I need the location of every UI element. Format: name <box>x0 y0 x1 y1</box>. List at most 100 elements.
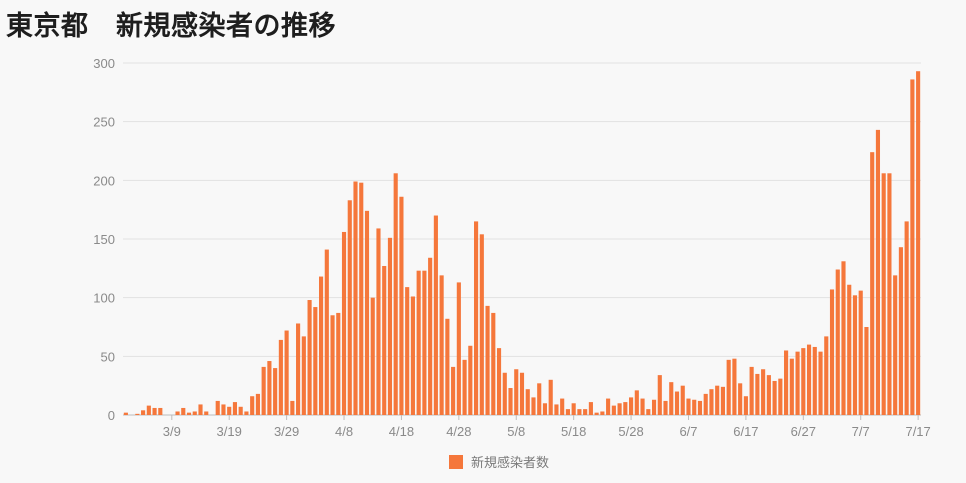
bar <box>629 397 634 415</box>
bar <box>841 261 846 415</box>
bar <box>617 403 622 415</box>
bar <box>387 237 393 415</box>
page-title: 東京都 新規感染者の推移 <box>6 11 336 42</box>
x-tick-label: 4/8 <box>335 424 353 439</box>
bar <box>720 386 725 415</box>
bar <box>743 396 748 415</box>
bar <box>818 351 823 415</box>
x-tick-label: 4/28 <box>446 424 471 439</box>
bar <box>227 406 232 415</box>
bar <box>640 398 645 415</box>
bar <box>525 389 530 415</box>
bar <box>893 275 898 415</box>
bar <box>468 345 473 415</box>
bar <box>789 358 794 415</box>
bar <box>301 336 306 415</box>
bar <box>232 402 238 415</box>
bar <box>324 249 329 415</box>
bar <box>267 361 272 415</box>
bar <box>152 407 157 415</box>
bar <box>806 344 812 415</box>
bar <box>146 405 151 415</box>
bar <box>382 265 387 415</box>
bar <box>364 210 370 415</box>
bar <box>192 411 197 415</box>
bar <box>307 300 312 415</box>
bar <box>250 396 255 415</box>
bar <box>726 359 731 415</box>
legend-swatch <box>449 455 463 469</box>
bar <box>175 411 180 415</box>
bar <box>651 399 657 415</box>
bar <box>123 412 128 415</box>
bar <box>715 385 720 415</box>
bar <box>738 383 743 415</box>
bar <box>887 173 892 415</box>
bar <box>709 389 714 415</box>
x-tick-label: 6/27 <box>791 424 816 439</box>
bar <box>766 375 771 415</box>
bar <box>812 346 817 415</box>
bar <box>462 359 467 415</box>
bar <box>186 412 192 415</box>
bar <box>296 323 301 415</box>
bar <box>611 405 616 415</box>
bar <box>255 393 260 415</box>
bar <box>514 369 519 415</box>
bar <box>801 348 806 415</box>
y-tick-label: 200 <box>93 173 115 188</box>
bar <box>537 383 542 415</box>
bar <box>554 404 559 415</box>
bar <box>772 380 777 415</box>
bar <box>847 284 852 415</box>
bar <box>778 378 783 415</box>
legend: 新規感染者数 <box>449 455 549 471</box>
bar <box>588 402 593 415</box>
bar <box>181 407 186 415</box>
bar <box>623 402 628 415</box>
bar <box>353 181 358 415</box>
x-tick-label: 6/7 <box>679 424 697 439</box>
bar <box>680 385 685 415</box>
x-tick-label: 4/18 <box>389 424 414 439</box>
bar <box>692 399 697 415</box>
bar <box>399 196 404 415</box>
bar <box>485 305 490 415</box>
x-tick-label: 3/29 <box>274 424 299 439</box>
x-tick-label: 3/19 <box>217 424 242 439</box>
y-tick-label: 0 <box>108 408 115 423</box>
bar <box>135 413 140 415</box>
bar <box>496 348 502 415</box>
bar <box>864 327 869 415</box>
bar <box>870 152 875 416</box>
bar <box>910 79 915 416</box>
y-tick-label: 50 <box>101 349 115 364</box>
bar <box>244 411 249 415</box>
x-tick-label: 7/7 <box>852 424 870 439</box>
bar <box>290 400 295 415</box>
bar <box>215 400 220 415</box>
x-tick-label: 5/8 <box>507 424 525 439</box>
bar <box>674 391 680 415</box>
bar <box>916 71 921 416</box>
bar <box>393 173 398 415</box>
bar <box>273 368 278 415</box>
bar <box>284 330 289 415</box>
bar <box>571 403 576 415</box>
bar <box>852 295 858 415</box>
bar <box>634 390 639 415</box>
bar <box>445 318 450 415</box>
bar <box>422 270 427 415</box>
bar <box>542 403 548 415</box>
bar <box>204 411 209 415</box>
x-axis-ticks: 3/9 3/19 3/29 4/8 4/18 4/28 5/8 5/18 5/28 6/7 6/17… <box>163 415 931 439</box>
legend-label: 新規感染者数 <box>471 455 549 471</box>
bar <box>221 404 226 415</box>
bar <box>198 404 203 415</box>
bar <box>697 400 703 415</box>
bar <box>410 296 415 415</box>
bar <box>519 372 525 415</box>
bar <box>600 411 605 415</box>
y-tick-label: 100 <box>93 291 115 306</box>
